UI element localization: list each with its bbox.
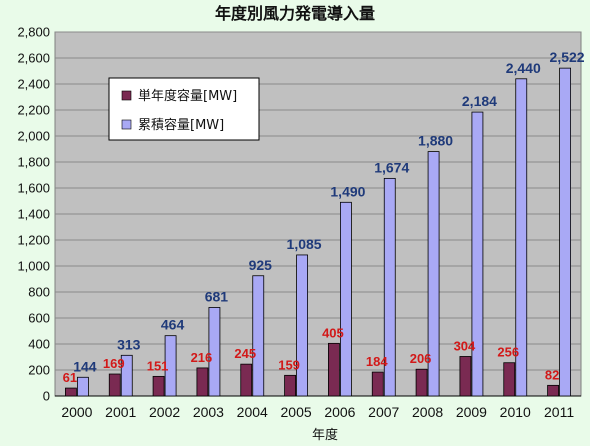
legend-swatch-cumulative — [121, 119, 132, 130]
data-label-annual: 216 — [191, 350, 213, 365]
data-label-annual: 206 — [410, 351, 432, 366]
x-tick-label: 2010 — [500, 404, 531, 420]
legend-label-annual: 単年度容量[MW] — [138, 88, 237, 104]
legend-label-cumulative: 累積容量[MW] — [138, 117, 224, 133]
data-label-cumulative: 925 — [249, 257, 273, 273]
bar-cumulative — [164, 335, 177, 397]
data-label-cumulative: 464 — [161, 317, 185, 333]
bar-annual — [415, 368, 428, 397]
data-label-annual: 82 — [545, 367, 559, 382]
bar-annual — [284, 374, 296, 397]
legend-swatch-annual — [121, 90, 132, 101]
bar-cumulative — [296, 254, 308, 397]
data-label-cumulative: 1,674 — [374, 159, 409, 175]
bar-cumulative — [252, 275, 265, 397]
chart-title: 年度別風力発電導入量 — [215, 4, 375, 23]
bar-cumulative — [427, 151, 440, 397]
bar-cumulative — [471, 111, 484, 397]
y-tick-label: 1,400 — [17, 207, 50, 222]
data-label-annual: 184 — [366, 354, 388, 369]
legend: 単年度容量[MW] 累積容量[MW] — [108, 77, 260, 141]
bar-cumulative — [559, 67, 571, 397]
y-tick-label: 2,600 — [17, 51, 50, 66]
data-label-annual: 159 — [278, 357, 300, 372]
x-tick-label: 2005 — [281, 404, 312, 420]
bar-annual — [371, 371, 384, 397]
data-label-cumulative: 313 — [117, 336, 141, 352]
bar-annual — [547, 384, 559, 397]
y-tick-label: 400 — [28, 337, 50, 352]
x-tick-label: 2008 — [412, 404, 443, 420]
y-tick-label: 1,600 — [17, 181, 50, 196]
data-label-cumulative: 2,184 — [462, 93, 497, 109]
y-tick-label: 1,200 — [17, 233, 50, 248]
y-tick-label: 0 — [43, 389, 50, 404]
bar-cumulative — [383, 177, 396, 397]
bar-cumulative — [120, 354, 133, 397]
x-tick-label: 2007 — [368, 404, 399, 420]
x-tick-label: 2000 — [61, 404, 92, 420]
bar-annual — [240, 363, 253, 397]
y-axis-ticks: 0 200 400 600 800 1,000 1,200 1,400 1,600 1,800 2,… — [17, 25, 50, 404]
bar-annual — [459, 356, 472, 397]
data-label-cumulative: 1,490 — [330, 183, 365, 199]
x-tick-label: 2001 — [105, 404, 136, 420]
x-tick-label: 2003 — [193, 404, 224, 420]
data-label-cumulative: 1,085 — [287, 236, 322, 252]
bar-annual — [503, 362, 516, 397]
data-label-cumulative: 681 — [205, 288, 229, 304]
data-label-annual: 151 — [147, 358, 169, 373]
x-tick-label: 2009 — [456, 404, 487, 420]
legend-box — [108, 77, 260, 141]
y-tick-label: 800 — [28, 285, 50, 300]
data-label-cumulative: 1,880 — [418, 133, 453, 149]
y-tick-label: 600 — [28, 311, 50, 326]
data-label-annual: 256 — [497, 345, 519, 360]
bars — [65, 67, 571, 397]
data-label-cumulative: 2,522 — [550, 49, 585, 65]
bar-cumulative — [340, 201, 352, 397]
bar-cumulative — [208, 307, 221, 397]
bar-annual — [328, 342, 340, 397]
y-tick-label: 2,400 — [17, 77, 50, 92]
bar-annual — [65, 387, 77, 397]
y-tick-label: 2,200 — [17, 103, 50, 118]
data-label-annual: 61 — [63, 370, 77, 385]
data-label-annual: 245 — [234, 346, 256, 361]
bar-annual — [196, 367, 209, 397]
data-label-annual: 405 — [322, 325, 344, 340]
y-tick-label: 2,800 — [17, 25, 50, 40]
data-label-annual: 304 — [454, 338, 476, 353]
y-tick-label: 200 — [28, 363, 50, 378]
bar-cumulative — [77, 376, 89, 397]
x-tick-label: 2011 — [544, 404, 574, 420]
bar-annual — [108, 373, 121, 397]
bar-cumulative — [515, 78, 528, 397]
x-axis-label: 年度 — [312, 427, 338, 443]
x-tick-label: 2004 — [237, 404, 268, 420]
y-tick-label: 2,000 — [17, 129, 50, 144]
data-label-cumulative: 144 — [73, 358, 97, 374]
x-tick-label: 2002 — [149, 404, 180, 420]
data-label-cumulative: 2,440 — [506, 60, 541, 76]
bar-annual — [152, 375, 165, 397]
y-tick-label: 1,800 — [17, 155, 50, 170]
x-tick-label: 2006 — [324, 404, 355, 420]
y-tick-label: 1,000 — [17, 259, 50, 274]
x-axis-ticks: 2000 2001 2002 2003 2004 2005 2006 2007 2008 2009… — [61, 404, 574, 420]
data-label-annual: 169 — [103, 356, 125, 371]
